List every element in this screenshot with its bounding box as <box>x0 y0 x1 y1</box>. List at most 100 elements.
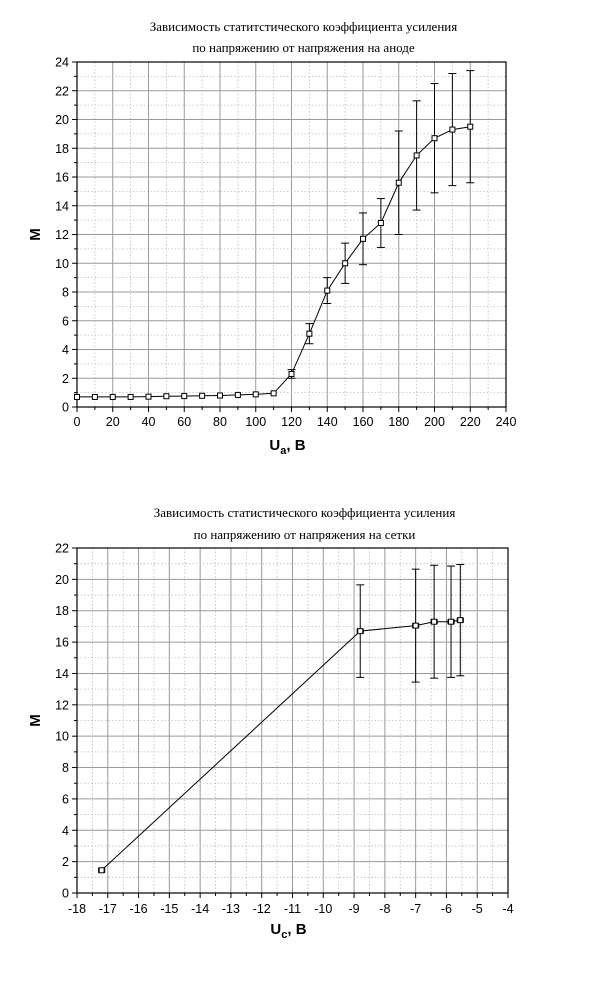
data-point <box>430 564 439 679</box>
data-point <box>412 100 421 211</box>
x-tick-label: -4 <box>502 902 513 916</box>
point-marker <box>448 618 455 625</box>
data-point <box>456 563 465 677</box>
point-marker <box>98 867 105 874</box>
x-tick-label: 40 <box>142 415 156 429</box>
x-tick-label: -8 <box>379 902 390 916</box>
x-tick-label: -17 <box>99 902 117 916</box>
x-tick-label: 140 <box>317 415 338 429</box>
point-marker <box>181 393 188 400</box>
data-point <box>341 242 350 284</box>
chart-subtitle: по напряжению от напряжения на аноде <box>192 40 415 55</box>
y-tick-label: 12 <box>55 228 69 242</box>
x-tick-label: -7 <box>410 902 421 916</box>
y-tick-label: 20 <box>55 573 69 587</box>
x-tick-label: 220 <box>460 415 481 429</box>
data-point <box>305 323 314 345</box>
y-tick-label: 20 <box>55 113 69 127</box>
data-point <box>411 568 420 683</box>
point-marker <box>288 370 295 377</box>
y-tick-label: 2 <box>62 372 69 386</box>
x-tick-label: 60 <box>177 415 191 429</box>
point-marker <box>413 152 420 159</box>
data-point <box>323 277 332 304</box>
grid <box>77 62 506 407</box>
y-tick-label: 22 <box>55 542 69 556</box>
data-point <box>287 369 296 379</box>
y-tick-label: 16 <box>55 171 69 185</box>
data-point <box>394 130 403 235</box>
data-point <box>217 392 223 399</box>
x-tick-label: 80 <box>213 415 227 429</box>
y-axis-label: M <box>27 714 44 727</box>
y-tick-label: 16 <box>55 636 69 650</box>
y-tick-label: 2 <box>62 855 69 869</box>
data-point <box>270 390 277 397</box>
point-marker <box>377 220 384 226</box>
x-tick-label: -14 <box>191 902 209 916</box>
y-tick-label: 24 <box>55 56 69 70</box>
point-marker <box>91 393 98 400</box>
x-tick-label: 160 <box>353 415 374 429</box>
point-marker <box>306 330 313 337</box>
y-tick-label: 4 <box>62 343 69 357</box>
point-marker <box>74 393 80 400</box>
series-1 <box>74 70 475 400</box>
x-axis-label-unit: , В <box>286 437 305 454</box>
x-axis-label-unit: , В <box>287 921 306 938</box>
point-marker <box>217 392 223 399</box>
x-tick-label: 240 <box>496 415 517 429</box>
data-point <box>252 391 259 398</box>
data-point <box>127 393 134 400</box>
x-tick-label: -11 <box>284 902 301 916</box>
y-tick-label: 4 <box>62 824 69 838</box>
chart-title: Зависимость статистического коэффициента… <box>154 505 456 520</box>
data-point <box>447 565 456 678</box>
y-tick-label: 12 <box>55 698 69 712</box>
x-axis-label: Ua, В <box>269 437 305 457</box>
x-tick-label: -10 <box>314 902 332 916</box>
x-tick-label: -12 <box>253 902 271 916</box>
point-marker <box>342 260 349 267</box>
data-point <box>109 393 116 400</box>
point-marker <box>395 179 402 186</box>
point-marker <box>431 135 438 142</box>
x-tick-label: -5 <box>472 902 483 916</box>
x-tick-label: 100 <box>245 415 266 429</box>
x-tick-label: -15 <box>160 902 178 916</box>
x-axis-label-main: U <box>269 437 280 454</box>
data-point <box>145 393 152 400</box>
point-marker <box>234 391 241 398</box>
grid <box>77 548 508 893</box>
data-point <box>74 393 80 400</box>
x-tick-label: 200 <box>424 415 445 429</box>
x-tick-label: 180 <box>388 415 409 429</box>
x-tick-label: -18 <box>68 902 86 916</box>
y-tick-label: 8 <box>62 761 69 775</box>
x-axis-label-main: U <box>270 921 281 938</box>
data-point <box>359 212 367 266</box>
y-tick-label: 0 <box>62 401 69 415</box>
y-tick-label: 10 <box>55 730 69 744</box>
point-marker <box>412 622 419 629</box>
x-tick-label: -13 <box>222 902 240 916</box>
y-tick-label: 10 <box>55 257 69 271</box>
data-point <box>98 867 106 874</box>
y-tick-label: 14 <box>55 667 69 681</box>
data-point <box>430 83 439 194</box>
x-tick-label: 0 <box>74 415 81 429</box>
point-marker <box>449 126 456 133</box>
point-marker <box>360 235 366 242</box>
y-tick-label: 22 <box>55 84 69 98</box>
data-point <box>181 393 188 400</box>
point-marker <box>109 393 116 400</box>
point-marker <box>324 287 331 294</box>
point-marker <box>270 390 277 397</box>
data-point <box>466 70 475 184</box>
data-point <box>376 198 385 248</box>
x-tick-label: 120 <box>281 415 302 429</box>
chart-1: Зависимость статитстического коэффициент… <box>27 19 516 457</box>
point-marker <box>357 628 364 635</box>
data-point <box>91 393 98 400</box>
